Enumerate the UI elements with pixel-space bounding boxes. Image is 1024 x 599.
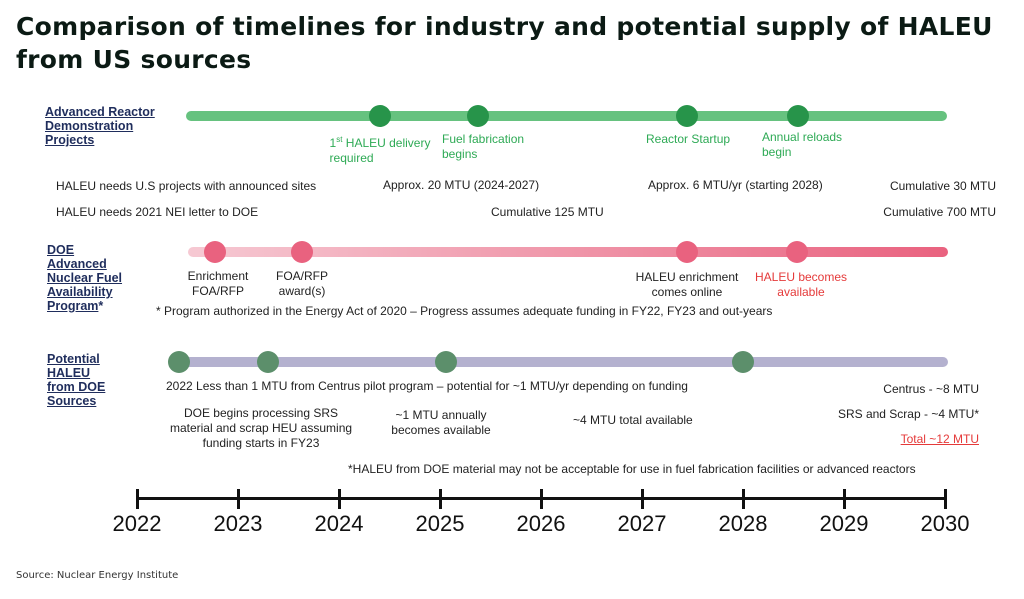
ard-milestone-label: Annual reloads begin <box>762 130 842 160</box>
doe-fuel-milestone-dot <box>204 241 226 263</box>
year-tick <box>944 489 947 509</box>
year-label: 2026 <box>516 511 566 536</box>
doe-fuel-title-line2: Advanced <box>47 257 107 271</box>
doe-sources-note2-line2: material and scrap HEU assuming <box>169 421 353 435</box>
doe-fuel-timeline-bar <box>188 247 948 257</box>
year-label: 2025 <box>415 511 465 536</box>
doe-fuel-title-asterisk: * <box>98 299 104 313</box>
ard-milestone-dot <box>467 105 489 127</box>
doe-fuel-milestone-dot <box>786 241 808 263</box>
year-label: 2022 <box>112 511 162 536</box>
doe-fuel-milestone-label: FOA/RFP award(s) <box>276 269 328 299</box>
ard-milestone-label: 1st HALEU delivery required <box>330 132 431 166</box>
year-tick <box>338 489 341 509</box>
ard-title-line1: Advanced Reactor <box>45 105 155 119</box>
ard-milestone-dot <box>676 105 698 127</box>
doe-fuel-milestone-dot <box>676 241 698 263</box>
ard-note: HALEU needs U.S projects with announced … <box>56 179 317 193</box>
doe-fuel-footnote: * Program authorized in the Energy Act o… <box>156 304 773 318</box>
year-tick <box>641 489 644 509</box>
ard-m1-num: 1 <box>329 136 337 150</box>
doe-sources-milestone-dot <box>732 351 754 373</box>
doe-sources-title-line4: Sources <box>47 394 97 408</box>
ard-m1-sup: st <box>336 135 343 144</box>
year-label: 2030 <box>920 511 970 536</box>
ard-note: HALEU needs 2021 NEI letter to DOE <box>56 205 259 219</box>
doe-sources-milestone-dot <box>435 351 457 373</box>
doe-fuel-milestone-label: HALEU becomes available <box>755 270 847 300</box>
doe-sources-note2-line3: funding starts in FY23 <box>202 436 320 450</box>
year-label: 2023 <box>213 511 263 536</box>
doe-fuel-m4-line2: available <box>777 285 825 299</box>
doe-sources-note: ~4 MTU total available <box>573 413 693 427</box>
ard-milestone-dot <box>369 105 391 127</box>
doe-fuel-milestone-label: Enrichment FOA/RFP <box>188 269 249 299</box>
year-tick <box>843 489 846 509</box>
doe-fuel-section-title: DOE Advanced Nuclear Fuel Availability P… <box>47 243 122 313</box>
doe-fuel-m3-line2: comes online <box>651 285 723 299</box>
year-tick <box>742 489 745 509</box>
doe-fuel-title-program: Program <box>47 299 99 313</box>
ard-section-title: Advanced Reactor Demonstration Projects <box>45 105 155 147</box>
ard-m4-line1: Annual reloads <box>762 130 843 144</box>
ard-m2-line2: begins <box>442 147 478 161</box>
doe-sources-footnote: *HALEU from DOE material may not be acce… <box>348 462 916 476</box>
ard-note: Cumulative 125 MTU <box>491 205 604 219</box>
doe-fuel-m3-line1: HALEU enrichment <box>635 270 739 284</box>
doe-sources-note: Centrus - ~8 MTU <box>883 382 979 396</box>
year-tick <box>439 489 442 509</box>
doe-sources-timeline-bar <box>172 357 948 367</box>
ard-milestone-label: Reactor Startup <box>646 132 731 146</box>
doe-fuel-m2-line2: award(s) <box>278 284 326 298</box>
ard-milestone-dot <box>787 105 809 127</box>
year-tick <box>237 489 240 509</box>
doe-sources-note: ~1 MTU annually becomes available <box>391 408 490 438</box>
ard-note: Cumulative 30 MTU <box>889 179 996 193</box>
doe-sources-note: DOE begins processing SRS material and s… <box>170 406 352 451</box>
ard-m2-line1: Fuel fabrication <box>442 132 525 146</box>
doe-sources-note3-line2: becomes available <box>391 423 491 437</box>
doe-fuel-m1-line2: FOA/RFP <box>191 284 245 298</box>
doe-fuel-m2-line1: FOA/RFP <box>275 269 329 283</box>
doe-fuel-title-line5: Program* <box>47 299 122 313</box>
ard-title-line3: Projects <box>45 133 95 147</box>
ard-note: Approx. 6 MTU/yr (starting 2028) <box>648 178 823 192</box>
year-tick <box>540 489 543 509</box>
ard-note: Approx. 20 MTU (2024-2027) <box>383 178 540 192</box>
doe-sources-title-line1: Potential <box>47 352 100 366</box>
doe-sources-milestone-dot <box>257 351 279 373</box>
year-label: 2028 <box>718 511 768 536</box>
year-tick <box>136 489 139 509</box>
ard-timeline-bar <box>186 111 947 121</box>
ard-m1-line2: required <box>329 151 374 165</box>
doe-sources-title-line2: HALEU <box>47 366 91 380</box>
page-title: Comparison of timelines for industry and… <box>16 12 993 74</box>
doe-sources-title-line3: from DOE <box>47 380 106 394</box>
year-label: 2029 <box>819 511 869 536</box>
ard-title-line2: Demonstration <box>45 119 134 133</box>
doe-fuel-m1-line1: Enrichment <box>187 269 249 283</box>
doe-sources-milestone-dot <box>168 351 190 373</box>
ard-milestone-label: Fuel fabrication begins <box>442 132 524 162</box>
year-label: 2024 <box>314 511 364 536</box>
doe-fuel-m4-line1: HALEU becomes <box>754 270 848 284</box>
doe-fuel-milestone-label: HALEU enrichment comes online <box>636 270 739 300</box>
doe-fuel-title-line3: Nuclear Fuel <box>47 271 123 285</box>
ard-m4-line2: begin <box>762 145 792 159</box>
doe-sources-note3-line1: ~1 MTU annually <box>395 408 487 422</box>
doe-sources-section-title: Potential HALEU from DOE Sources <box>47 352 105 408</box>
doe-sources-note: SRS and Scrap - ~4 MTU* <box>837 407 979 421</box>
year-label: 2027 <box>617 511 667 536</box>
doe-fuel-title-line1: DOE <box>47 243 75 257</box>
doe-fuel-title-line4: Availability <box>47 285 113 299</box>
ard-m1-text: HALEU delivery <box>342 136 431 150</box>
doe-fuel-milestone-dot <box>291 241 313 263</box>
doe-sources-total: Total ~12 MTU <box>900 432 979 446</box>
source-note: Source: Nuclear Energy Institute <box>16 570 179 581</box>
doe-sources-note: 2022 Less than 1 MTU from Centrus pilot … <box>166 379 688 393</box>
doe-sources-note2-line1: DOE begins processing SRS <box>183 406 339 420</box>
ard-note: Cumulative 700 MTU <box>883 205 996 219</box>
